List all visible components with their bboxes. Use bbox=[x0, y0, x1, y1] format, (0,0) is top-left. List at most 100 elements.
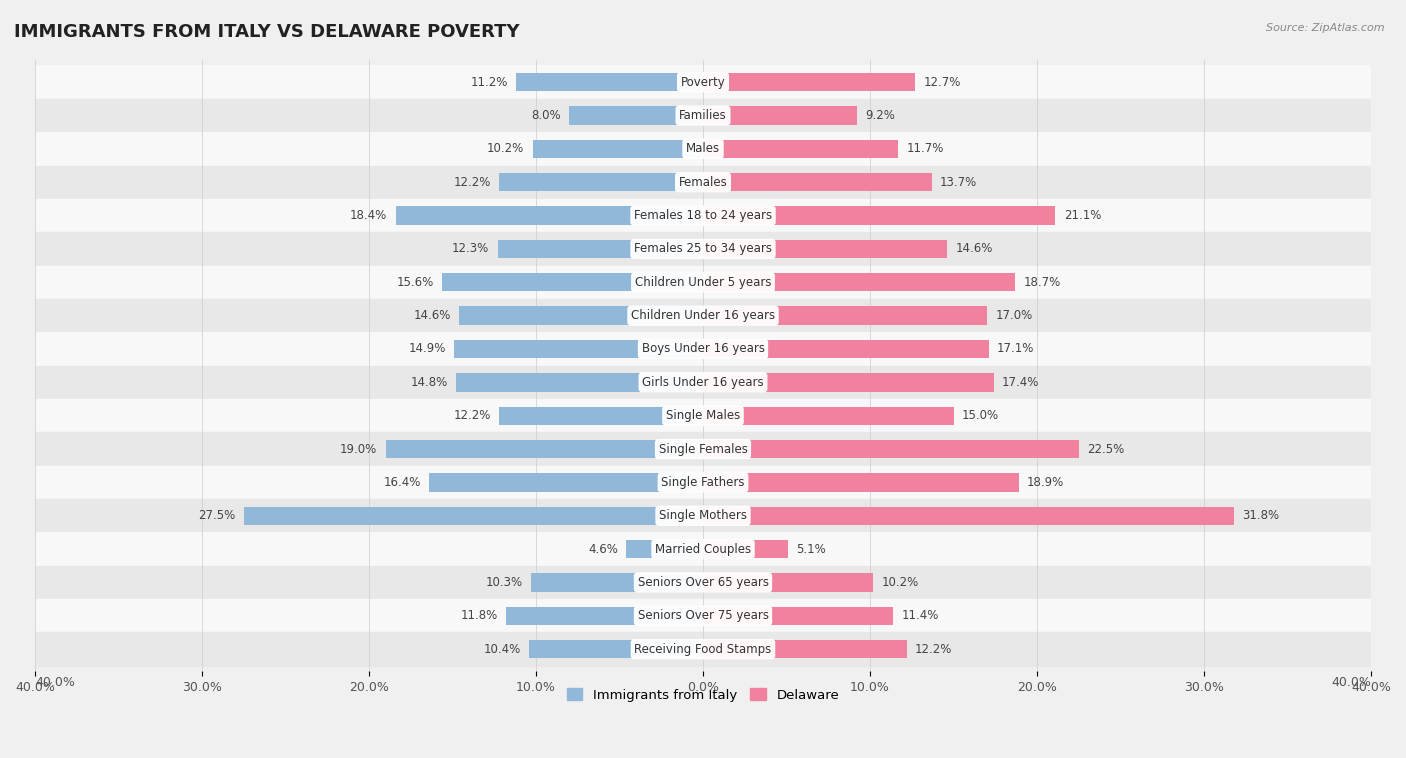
Bar bbox=[703, 139, 898, 158]
Text: Boys Under 16 years: Boys Under 16 years bbox=[641, 343, 765, 356]
Bar bbox=[516, 73, 703, 91]
Bar bbox=[35, 132, 1371, 165]
Text: Single Males: Single Males bbox=[666, 409, 740, 422]
Text: 14.6%: 14.6% bbox=[413, 309, 451, 322]
Bar bbox=[533, 139, 703, 158]
Bar bbox=[529, 640, 703, 659]
Text: 11.7%: 11.7% bbox=[907, 143, 945, 155]
Bar bbox=[35, 165, 1371, 199]
Text: 15.6%: 15.6% bbox=[396, 276, 434, 289]
Bar bbox=[35, 199, 1371, 232]
Text: 12.3%: 12.3% bbox=[451, 243, 489, 255]
Text: 11.8%: 11.8% bbox=[460, 609, 498, 622]
Text: 27.5%: 27.5% bbox=[198, 509, 235, 522]
Bar bbox=[35, 632, 1371, 666]
Bar bbox=[35, 365, 1371, 399]
Bar bbox=[35, 465, 1371, 499]
Bar bbox=[703, 373, 994, 392]
Text: 10.2%: 10.2% bbox=[486, 143, 524, 155]
Text: Receiving Food Stamps: Receiving Food Stamps bbox=[634, 643, 772, 656]
Text: 14.6%: 14.6% bbox=[955, 243, 993, 255]
Text: Children Under 5 years: Children Under 5 years bbox=[634, 276, 772, 289]
Bar bbox=[35, 99, 1371, 132]
Text: Females 18 to 24 years: Females 18 to 24 years bbox=[634, 209, 772, 222]
Bar bbox=[35, 332, 1371, 365]
Text: 21.1%: 21.1% bbox=[1064, 209, 1101, 222]
Text: Source: ZipAtlas.com: Source: ZipAtlas.com bbox=[1267, 23, 1385, 33]
Text: 9.2%: 9.2% bbox=[865, 109, 894, 122]
Text: 16.4%: 16.4% bbox=[384, 476, 420, 489]
Text: 10.3%: 10.3% bbox=[485, 576, 523, 589]
Bar bbox=[703, 306, 987, 325]
Bar bbox=[499, 173, 703, 191]
Bar bbox=[385, 440, 703, 459]
Text: 19.0%: 19.0% bbox=[340, 443, 377, 456]
Bar bbox=[703, 240, 946, 258]
Text: 4.6%: 4.6% bbox=[588, 543, 617, 556]
Bar bbox=[703, 73, 915, 91]
Bar bbox=[703, 606, 893, 625]
Legend: Immigrants from Italy, Delaware: Immigrants from Italy, Delaware bbox=[561, 683, 845, 707]
Bar bbox=[35, 65, 1371, 99]
Text: 14.9%: 14.9% bbox=[408, 343, 446, 356]
Text: 12.2%: 12.2% bbox=[454, 176, 491, 189]
Bar bbox=[626, 540, 703, 559]
Text: Single Mothers: Single Mothers bbox=[659, 509, 747, 522]
Bar bbox=[499, 406, 703, 425]
Text: 12.7%: 12.7% bbox=[924, 76, 960, 89]
Bar bbox=[443, 273, 703, 291]
Bar bbox=[35, 499, 1371, 532]
Bar bbox=[35, 565, 1371, 599]
Text: 13.7%: 13.7% bbox=[941, 176, 977, 189]
Text: Males: Males bbox=[686, 143, 720, 155]
Text: Single Females: Single Females bbox=[658, 443, 748, 456]
Text: 11.4%: 11.4% bbox=[901, 609, 939, 622]
Text: Seniors Over 75 years: Seniors Over 75 years bbox=[637, 609, 769, 622]
Text: Females: Females bbox=[679, 176, 727, 189]
Bar bbox=[243, 506, 703, 525]
Bar bbox=[454, 340, 703, 359]
Bar bbox=[703, 506, 1234, 525]
Bar bbox=[703, 173, 932, 191]
Bar bbox=[703, 573, 873, 592]
Bar bbox=[498, 240, 703, 258]
Bar bbox=[703, 540, 789, 559]
Text: Married Couples: Married Couples bbox=[655, 543, 751, 556]
Bar bbox=[703, 473, 1019, 492]
Text: 14.8%: 14.8% bbox=[411, 376, 447, 389]
Text: Females 25 to 34 years: Females 25 to 34 years bbox=[634, 243, 772, 255]
Text: 10.2%: 10.2% bbox=[882, 576, 920, 589]
Bar bbox=[35, 299, 1371, 332]
Text: IMMIGRANTS FROM ITALY VS DELAWARE POVERTY: IMMIGRANTS FROM ITALY VS DELAWARE POVERT… bbox=[14, 23, 520, 41]
Text: 40.0%: 40.0% bbox=[1331, 676, 1371, 689]
Bar bbox=[506, 606, 703, 625]
Bar bbox=[703, 406, 953, 425]
Text: 18.9%: 18.9% bbox=[1026, 476, 1064, 489]
Text: 17.1%: 17.1% bbox=[997, 343, 1035, 356]
Bar bbox=[35, 599, 1371, 632]
Bar bbox=[703, 106, 856, 124]
Bar bbox=[35, 232, 1371, 265]
Text: Single Fathers: Single Fathers bbox=[661, 476, 745, 489]
Text: 5.1%: 5.1% bbox=[797, 543, 827, 556]
Text: 12.2%: 12.2% bbox=[454, 409, 491, 422]
Text: 31.8%: 31.8% bbox=[1243, 509, 1279, 522]
Bar bbox=[703, 340, 988, 359]
Text: Seniors Over 65 years: Seniors Over 65 years bbox=[637, 576, 769, 589]
Text: 10.4%: 10.4% bbox=[484, 643, 522, 656]
Bar bbox=[703, 640, 907, 659]
Bar bbox=[35, 432, 1371, 465]
Bar bbox=[35, 399, 1371, 432]
Bar bbox=[429, 473, 703, 492]
Bar bbox=[703, 206, 1056, 224]
Bar bbox=[395, 206, 703, 224]
Bar bbox=[703, 440, 1078, 459]
Text: 15.0%: 15.0% bbox=[962, 409, 1000, 422]
Text: Poverty: Poverty bbox=[681, 76, 725, 89]
Text: 40.0%: 40.0% bbox=[35, 676, 75, 689]
Bar bbox=[569, 106, 703, 124]
Bar bbox=[531, 573, 703, 592]
Text: Families: Families bbox=[679, 109, 727, 122]
Text: Children Under 16 years: Children Under 16 years bbox=[631, 309, 775, 322]
Text: 18.4%: 18.4% bbox=[350, 209, 387, 222]
